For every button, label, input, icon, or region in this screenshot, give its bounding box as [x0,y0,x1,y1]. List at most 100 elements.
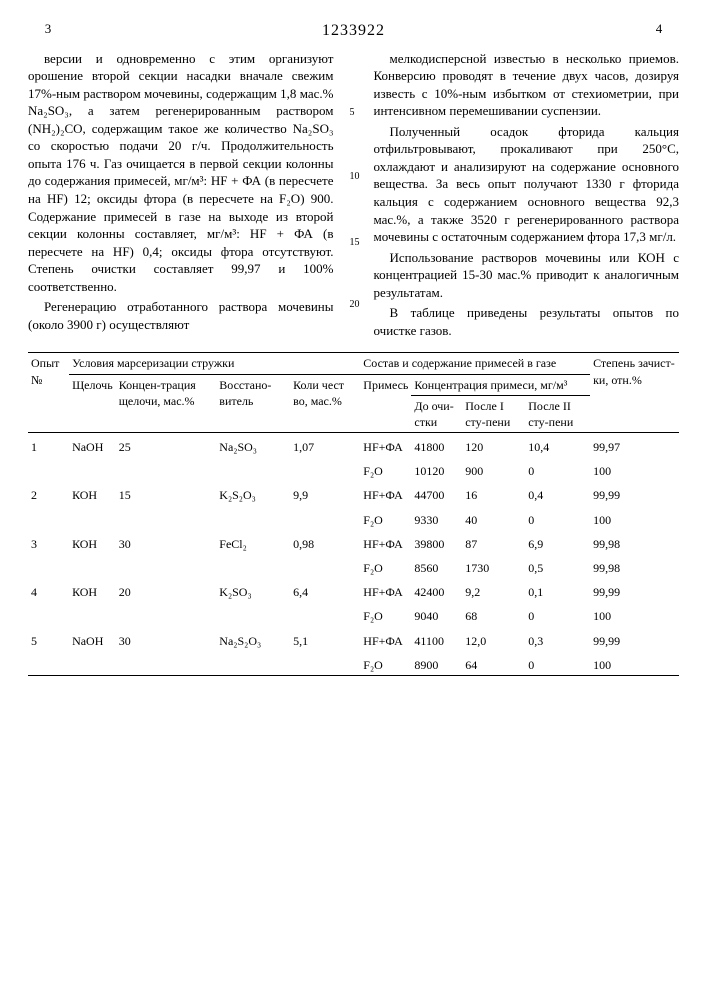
cell-do: 44700 [411,481,462,505]
cell-vo [216,506,290,530]
cell-do: 41100 [411,627,462,651]
cell-kol: 9,9 [290,481,360,505]
cell-sh: КОН [69,530,116,554]
cell-pr: HF+ФА [360,578,411,602]
th-konc-prim: Концентрация примеси, мг/м³ [411,374,590,395]
cell-s2: 0 [525,651,590,676]
cell-s1: 900 [462,457,525,481]
cell-deg: 99,97 [590,433,679,458]
table-row: F₂O101209000100 [28,457,679,481]
body-columns: версии и одновременно с этим организуют … [28,50,679,343]
cell-s1: 12,0 [462,627,525,651]
cell-s2: 0 [525,506,590,530]
cell-deg: 99,98 [590,530,679,554]
th-do: До очи-стки [411,395,462,432]
line-20: 20 [350,298,360,312]
cell-vo: Na₂S₂O₃ [216,627,290,651]
right-column: мелкодисперсной известью в несколько при… [374,50,680,343]
cell-kc: 30 [116,530,217,554]
cell-do: 10120 [411,457,462,481]
cell-kol: 0,98 [290,530,360,554]
cell-s2: 0,3 [525,627,590,651]
cell-sh [69,506,116,530]
cell-deg: 100 [590,602,679,626]
cell-pr: HF+ФА [360,481,411,505]
table-row: 4КОН20K₂SO₃6,4HF+ФА424009,20,199,99 [28,578,679,602]
th-koli: Коли чест во, мас.% [290,374,360,433]
line-15: 15 [350,236,360,250]
cell-kc: 30 [116,627,217,651]
cell-sh [69,554,116,578]
cell-kol: 5,1 [290,627,360,651]
page-header: 3 1233922 4 [28,20,679,42]
cell-sh [69,457,116,481]
table-row: 3КОН30FeCl₂0,98HF+ФА39800876,999,98 [28,530,679,554]
cell-pr: F₂O [360,506,411,530]
table-row: F₂O8900640100 [28,651,679,676]
left-column: версии и одновременно с этим организуют … [28,50,334,343]
cell-pr: HF+ФА [360,627,411,651]
cell-n: 1 [28,433,69,458]
cell-vo [216,554,290,578]
cell-kol: 6,4 [290,578,360,602]
th-konc: Концен-трация щелочи, мас.% [116,374,217,433]
cell-do: 8900 [411,651,462,676]
table-body: 1NaOH25Na₂SO₃1,07HF+ФА4180012010,499,97F… [28,433,679,676]
cell-sh: NaOH [69,433,116,458]
cell-n: 5 [28,627,69,651]
table-row: 2КОН15K₂S₂O₃9,9HF+ФА44700160,499,99 [28,481,679,505]
cell-kc: 15 [116,481,217,505]
cell-deg: 99,98 [590,554,679,578]
cell-n [28,554,69,578]
left-p1: версии и одновременно с этим организуют … [28,50,334,296]
cell-deg: 99,99 [590,627,679,651]
th-opyt: Опыт № [28,353,69,433]
cell-do: 8560 [411,554,462,578]
line-numbers: 5 10 15 20 [348,50,360,343]
cell-kc: 25 [116,433,217,458]
th-shel: Щелочь [69,374,116,433]
cell-n: 3 [28,530,69,554]
cell-s1: 9,2 [462,578,525,602]
cell-deg: 100 [590,457,679,481]
right-p1: мелкодисперсной известью в несколько при… [374,50,680,120]
th-p2: После II сту-пени [525,395,590,432]
right-p4: В таблице приведены результаты опытов по… [374,304,680,339]
cell-pr: F₂O [360,651,411,676]
cell-do: 39800 [411,530,462,554]
cell-vo [216,457,290,481]
page-num-left: 3 [28,20,68,42]
th-composition: Состав и содержание примесей в газе [360,353,590,374]
cell-do: 9040 [411,602,462,626]
cell-kc [116,457,217,481]
cell-vo: FeCl₂ [216,530,290,554]
cell-do: 41800 [411,433,462,458]
th-degree: Степень зачист-ки, отн.% [590,353,679,433]
cell-vo [216,602,290,626]
cell-sh [69,602,116,626]
cell-deg: 100 [590,506,679,530]
cell-s2: 10,4 [525,433,590,458]
table-row: F₂O9040680100 [28,602,679,626]
table-row: 1NaOH25Na₂SO₃1,07HF+ФА4180012010,499,97 [28,433,679,458]
cell-s1: 16 [462,481,525,505]
cell-kol [290,602,360,626]
cell-vo: Na₂SO₃ [216,433,290,458]
cell-s2: 0,1 [525,578,590,602]
page-num-right: 4 [639,20,679,42]
cell-s2: 0,5 [525,554,590,578]
cell-s1: 87 [462,530,525,554]
table-row: 5NaOH30Na₂S₂O₃5,1HF+ФА4110012,00,399,99 [28,627,679,651]
cell-s1: 120 [462,433,525,458]
cell-kol: 1,07 [290,433,360,458]
left-p2: Регенерацию отработанного раствора мочев… [28,298,334,333]
cell-n [28,602,69,626]
cell-pr: F₂O [360,602,411,626]
cell-vo: K₂S₂O₃ [216,481,290,505]
th-conditions: Условия марсеризации стружки [69,353,360,374]
right-p3: Использование растворов мочевины или КОН… [374,249,680,302]
cell-sh: КОН [69,578,116,602]
cell-s2: 0,4 [525,481,590,505]
cell-kc: 20 [116,578,217,602]
line-5: 5 [350,106,355,120]
